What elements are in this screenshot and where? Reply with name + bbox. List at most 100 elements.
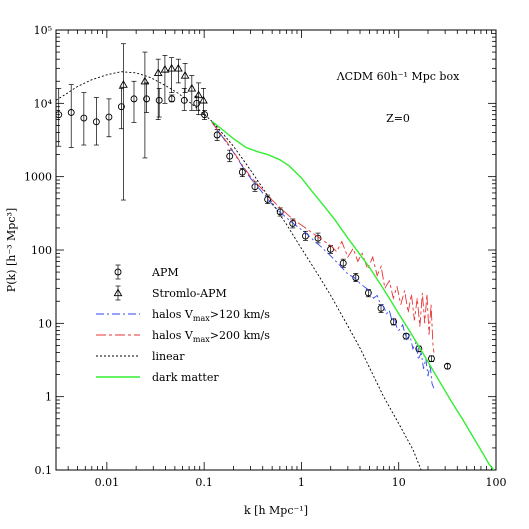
- legend-item: APM: [114, 264, 179, 280]
- x-tick-label: 0.01: [95, 476, 120, 489]
- circle-marker: [444, 362, 451, 370]
- circle-marker: [352, 274, 360, 282]
- legend-label: linear: [152, 350, 185, 363]
- circle-marker: [327, 245, 334, 253]
- y-tick-label: 10⁵: [34, 24, 52, 37]
- legend-item: dark matter: [96, 371, 219, 384]
- data-point: [444, 362, 451, 370]
- data-point: [140, 51, 150, 159]
- data-point: [92, 97, 100, 146]
- plot-frame: [55, 29, 497, 471]
- data-point: [194, 82, 203, 116]
- legend-label-subscript: max: [193, 314, 210, 323]
- data-point: [130, 80, 138, 123]
- legend-label: halos Vmax>120 km/s: [152, 308, 270, 323]
- legend-label-rest: >120 km/s: [210, 308, 271, 321]
- series-halos-v-max-200-km-s: [211, 122, 435, 353]
- data-point: [67, 84, 75, 148]
- triangle-marker: [167, 63, 176, 72]
- x-axis-tick-labels: 0.01 0.1 1 10 100: [95, 476, 507, 489]
- data-point: [327, 245, 334, 254]
- circle-marker: [155, 96, 163, 104]
- series-dark-matter: [211, 120, 495, 470]
- legend-label-rest: >200 km/s: [210, 329, 271, 342]
- data-point: [119, 43, 128, 201]
- y-tick-label: 1000: [24, 171, 52, 184]
- legend-item: Stromlo-APM: [113, 285, 227, 301]
- series-linear: [56, 71, 422, 470]
- legend-label: Stromlo-APM: [152, 287, 227, 300]
- y-tick-label: 10⁴: [34, 97, 53, 110]
- series-line-linear: [56, 71, 422, 470]
- data-point: [80, 92, 88, 146]
- circle-marker: [427, 355, 435, 363]
- y-tick-label: 100: [31, 244, 52, 257]
- y-tick-label: 10: [38, 317, 52, 330]
- data-point: [173, 58, 183, 84]
- axis-ticks: [55, 29, 497, 471]
- y-axis-label: P(k) [h⁻³ Mpc³]: [5, 208, 18, 292]
- circle-marker: [339, 259, 347, 267]
- circle-marker: [168, 95, 176, 103]
- data-point: [56, 88, 63, 147]
- legend-triangle-marker: [113, 288, 123, 297]
- plot-area: [55, 29, 497, 471]
- data-point: [264, 194, 272, 204]
- data-point: [187, 75, 197, 111]
- y-tick-label: 1: [45, 391, 52, 404]
- legend-label: APM: [151, 266, 179, 279]
- chart-annotation-redshift: Z=0: [386, 112, 410, 125]
- triangle-marker: [187, 83, 197, 92]
- data-point: [155, 88, 163, 118]
- data-point: [226, 149, 234, 163]
- circle-marker: [80, 114, 88, 122]
- triangle-marker: [119, 80, 128, 88]
- series-stromlo-apm: [119, 43, 208, 201]
- circle-marker: [143, 95, 151, 103]
- chart-annotation-model: ΛCDM 60h⁻¹ Mpc box: [336, 70, 460, 83]
- circle-marker: [105, 113, 113, 121]
- y-tick-label: 0.1: [35, 464, 53, 477]
- circle-marker: [226, 152, 234, 160]
- circle-marker: [130, 95, 138, 103]
- data-point: [402, 332, 410, 340]
- triangle-marker: [140, 76, 150, 85]
- data-point: [213, 129, 221, 141]
- legend-label-main: halos V: [152, 329, 194, 342]
- x-axis-label: k [h Mpc⁻¹]: [244, 504, 308, 517]
- series-layer: [56, 43, 495, 470]
- data-point: [339, 258, 347, 268]
- legend-circle-marker: [114, 268, 122, 276]
- legend-item: halos Vmax>200 km/s: [96, 329, 270, 344]
- circle-marker: [264, 195, 272, 203]
- triangle-marker: [194, 90, 203, 99]
- data-point: [153, 58, 163, 120]
- series-halos-v-max-120-km-s: [211, 121, 435, 389]
- x-tick-label: 100: [486, 476, 507, 489]
- circle-marker: [56, 111, 63, 119]
- triangle-marker: [180, 70, 190, 79]
- circle-marker: [213, 131, 221, 139]
- x-tick-label: 1: [298, 476, 305, 489]
- circle-marker: [92, 118, 100, 126]
- data-point: [238, 167, 246, 178]
- legend-item: halos Vmax>120 km/s: [96, 308, 270, 323]
- x-tick-label: 10: [392, 476, 406, 489]
- circle-marker: [67, 109, 75, 116]
- legend-label: halos Vmax>200 km/s: [152, 329, 270, 344]
- triangle-marker: [199, 95, 208, 104]
- legend-label: dark matter: [152, 371, 219, 384]
- legend-label-subscript: max: [193, 335, 210, 344]
- data-point: [143, 82, 151, 113]
- circle-marker: [238, 168, 246, 176]
- circle-marker: [289, 220, 297, 227]
- data-point: [160, 55, 170, 104]
- series-line-halos-v-max-120-km-s: [211, 121, 435, 389]
- data-point: [167, 57, 176, 93]
- legend-label-main: halos V: [152, 308, 194, 321]
- triangle-marker: [173, 63, 183, 72]
- x-tick-label: 0.1: [195, 476, 213, 489]
- data-point: [427, 355, 435, 363]
